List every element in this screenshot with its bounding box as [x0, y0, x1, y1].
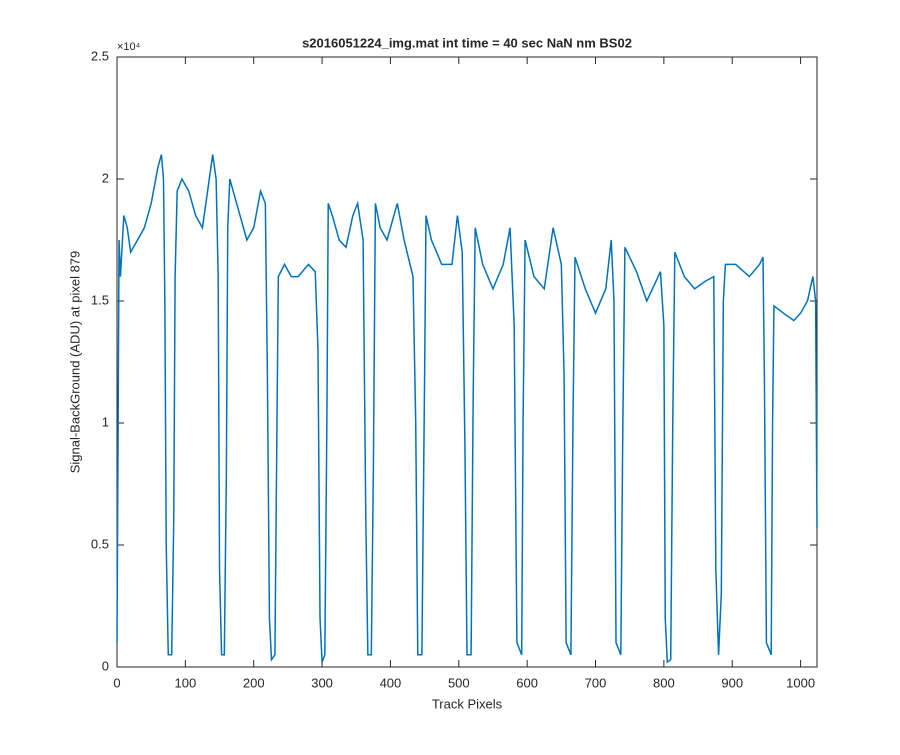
x-tick-label: 100 [175, 675, 197, 690]
x-tick-label: 800 [653, 675, 675, 690]
x-axis-label: Track Pixels [432, 696, 503, 711]
x-tick-label: 500 [448, 675, 470, 690]
y-exponent: ×10⁴ [117, 41, 141, 53]
y-tick-label: 0.5 [91, 536, 109, 551]
x-tick-label: 900 [721, 675, 743, 690]
y-tick-label: 1 [102, 414, 109, 429]
y-tick-label: 2.5 [91, 48, 109, 63]
x-tick-label: 600 [516, 675, 538, 690]
x-tick-label: 200 [243, 675, 265, 690]
data-line [116, 154, 818, 664]
x-tick-label: 0 [113, 675, 120, 690]
chart-title: s2016051224_img.mat int time = 40 sec Na… [302, 35, 632, 50]
x-tick-label: 700 [585, 675, 607, 690]
y-tick-label: 0 [102, 658, 109, 673]
y-tick-label: 2 [102, 170, 109, 185]
y-axis-label: Signal-BackGround (ADU) at pixel 879 [67, 251, 82, 474]
x-tick-label: 1000 [786, 675, 815, 690]
y-tick-label: 1.5 [91, 292, 109, 307]
x-tick-label: 300 [311, 675, 333, 690]
plot-area [116, 56, 818, 668]
x-tick-label: 400 [380, 675, 402, 690]
